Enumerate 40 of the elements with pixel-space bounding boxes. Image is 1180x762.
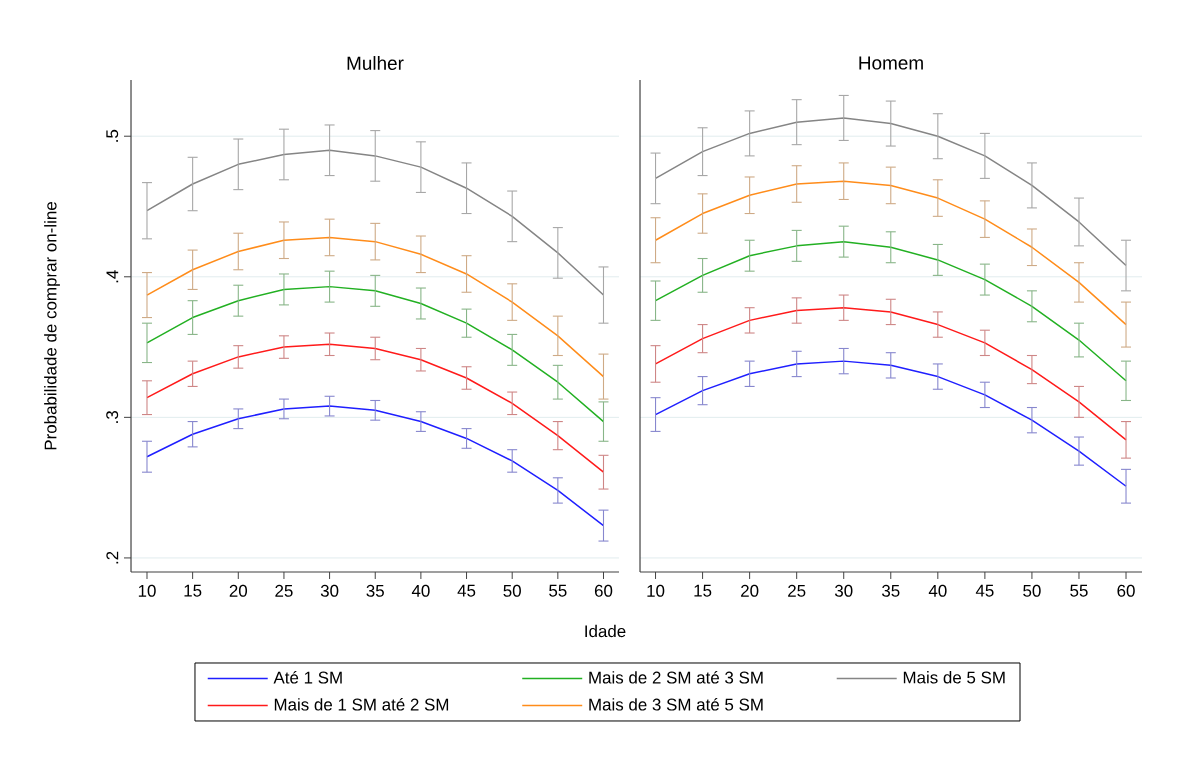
line-series	[146, 285, 605, 423]
y-tick-label: .2	[106, 551, 119, 564]
x-tick-label: 55	[1070, 584, 1088, 597]
y-tick-label: .3	[106, 411, 119, 423]
x-tick-label: 10	[647, 584, 665, 597]
x-tick-label: 30	[834, 584, 853, 597]
line-series	[146, 149, 605, 296]
x-tick-label: 20	[229, 584, 248, 597]
chart-title: Homem	[859, 56, 923, 70]
chart-title: Mulher	[347, 56, 404, 70]
x-tick-label: 10	[138, 584, 156, 597]
y-tick-label: .4	[106, 270, 119, 283]
line-series	[146, 405, 605, 527]
x-tick-label: 60	[1117, 584, 1135, 597]
x-tick-label: 40	[411, 584, 430, 597]
x-tick-label: 25	[788, 584, 806, 597]
legend-label: Mais de 1 SM até 2 SM	[274, 697, 449, 711]
legend-label: Mais de 2 SM até 3 SM	[589, 670, 763, 684]
x-tick-label: 25	[275, 584, 293, 597]
x-tick-label: 50	[503, 584, 521, 597]
x-tick-label: 45	[975, 584, 994, 597]
legend-label: Mais de 5 SM	[903, 671, 1005, 684]
legend-label: Mais de 3 SM até 5 SM	[589, 697, 763, 711]
line-series	[146, 236, 605, 378]
y-tick-label: .5	[106, 129, 119, 142]
legend-label: Até 1 SM	[273, 670, 342, 684]
x-tick-label: 60	[594, 584, 613, 597]
x-tick-label: 55	[549, 584, 567, 597]
y-axis-title: Probabilidade de comprar on-line	[44, 202, 60, 450]
x-tick-label: 15	[694, 584, 712, 597]
x-axis-title: Idade	[585, 624, 626, 638]
x-tick-label: 45	[457, 584, 476, 597]
x-tick-label: 15	[184, 584, 202, 597]
x-tick-label: 40	[928, 584, 947, 597]
x-tick-label: 50	[1023, 584, 1041, 597]
x-tick-label: 30	[320, 584, 339, 597]
x-tick-label: 35	[882, 584, 900, 597]
x-tick-label: 35	[366, 584, 384, 597]
line-series	[146, 343, 605, 473]
x-tick-label: 20	[741, 584, 759, 597]
